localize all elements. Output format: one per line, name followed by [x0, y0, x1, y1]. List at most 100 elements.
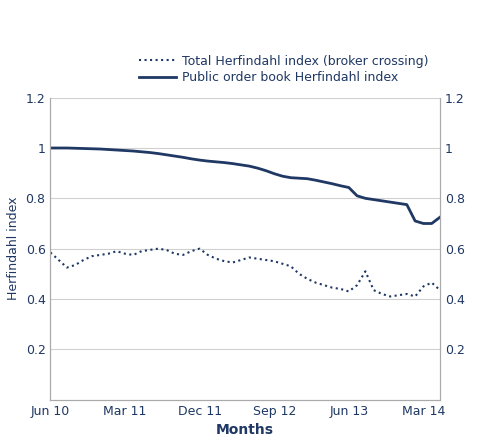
Total Herfindahl index (broker crossing) [280, 261, 285, 266]
Total Herfindahl index (broker crossing) [188, 249, 194, 254]
Public order book Herfindahl index [379, 198, 385, 203]
Public order book Herfindahl index [130, 148, 136, 154]
Public order book Herfindahl index [89, 146, 95, 151]
Public order book Herfindahl index [312, 178, 318, 183]
Public order book Herfindahl index [288, 175, 294, 180]
Total Herfindahl index (broker crossing) [271, 258, 277, 264]
Public order book Herfindahl index [188, 156, 194, 162]
Public order book Herfindahl index [172, 153, 177, 159]
Total Herfindahl index (broker crossing) [155, 246, 161, 251]
Line: Public order book Herfindahl index: Public order book Herfindahl index [50, 148, 440, 223]
Total Herfindahl index (broker crossing) [296, 271, 302, 277]
Public order book Herfindahl index [222, 160, 228, 165]
Public order book Herfindahl index [437, 214, 443, 220]
Y-axis label: Herfindahl index: Herfindahl index [7, 197, 20, 301]
Total Herfindahl index (broker crossing) [412, 294, 418, 299]
Public order book Herfindahl index [205, 159, 211, 164]
Public order book Herfindahl index [164, 152, 170, 158]
Total Herfindahl index (broker crossing) [354, 282, 360, 288]
Total Herfindahl index (broker crossing) [130, 252, 136, 258]
Total Herfindahl index (broker crossing) [304, 276, 310, 281]
Public order book Herfindahl index [80, 146, 86, 151]
Public order book Herfindahl index [280, 174, 285, 179]
Public order book Herfindahl index [329, 181, 335, 186]
Legend: Total Herfindahl index (broker crossing), Public order book Herfindahl index: Total Herfindahl index (broker crossing)… [134, 50, 434, 89]
Total Herfindahl index (broker crossing) [329, 285, 335, 290]
Total Herfindahl index (broker crossing) [164, 247, 170, 253]
Public order book Herfindahl index [396, 201, 402, 206]
Total Herfindahl index (broker crossing) [338, 286, 344, 292]
Public order book Herfindahl index [254, 166, 260, 171]
Total Herfindahl index (broker crossing) [89, 254, 95, 259]
Total Herfindahl index (broker crossing) [404, 291, 410, 297]
Total Herfindahl index (broker crossing) [106, 251, 112, 256]
Public order book Herfindahl index [412, 218, 418, 224]
Total Herfindahl index (broker crossing) [263, 258, 269, 263]
Public order book Herfindahl index [147, 150, 153, 155]
Total Herfindahl index (broker crossing) [396, 293, 402, 298]
Public order book Herfindahl index [420, 221, 426, 226]
Public order book Herfindahl index [354, 193, 360, 198]
Total Herfindahl index (broker crossing) [147, 247, 153, 253]
Total Herfindahl index (broker crossing) [180, 252, 186, 258]
Public order book Herfindahl index [97, 147, 103, 152]
Total Herfindahl index (broker crossing) [56, 258, 62, 263]
Total Herfindahl index (broker crossing) [370, 288, 376, 293]
Public order book Herfindahl index [238, 162, 244, 167]
Total Herfindahl index (broker crossing) [48, 250, 54, 255]
Total Herfindahl index (broker crossing) [379, 291, 385, 297]
Total Herfindahl index (broker crossing) [205, 252, 211, 258]
Total Herfindahl index (broker crossing) [246, 255, 252, 260]
Public order book Herfindahl index [213, 159, 219, 165]
Public order book Herfindahl index [114, 147, 119, 153]
Total Herfindahl index (broker crossing) [122, 251, 128, 256]
Total Herfindahl index (broker crossing) [238, 258, 244, 263]
Public order book Herfindahl index [196, 158, 202, 163]
Public order book Herfindahl index [362, 196, 368, 201]
Public order book Herfindahl index [404, 202, 410, 207]
Public order book Herfindahl index [271, 171, 277, 176]
Total Herfindahl index (broker crossing) [196, 246, 202, 251]
Public order book Herfindahl index [230, 161, 235, 166]
Public order book Herfindahl index [72, 146, 78, 151]
Total Herfindahl index (broker crossing) [172, 251, 177, 256]
Public order book Herfindahl index [388, 199, 394, 205]
Public order book Herfindahl index [155, 151, 161, 156]
Total Herfindahl index (broker crossing) [312, 280, 318, 285]
Public order book Herfindahl index [122, 148, 128, 153]
Public order book Herfindahl index [138, 149, 144, 155]
Total Herfindahl index (broker crossing) [72, 262, 78, 268]
Total Herfindahl index (broker crossing) [388, 294, 394, 299]
Total Herfindahl index (broker crossing) [254, 256, 260, 262]
Public order book Herfindahl index [106, 147, 112, 152]
Total Herfindahl index (broker crossing) [420, 284, 426, 289]
Public order book Herfindahl index [64, 145, 70, 151]
Public order book Herfindahl index [321, 179, 327, 185]
Public order book Herfindahl index [56, 145, 62, 151]
Total Herfindahl index (broker crossing) [428, 280, 434, 285]
Total Herfindahl index (broker crossing) [64, 265, 70, 270]
Total Herfindahl index (broker crossing) [138, 249, 144, 254]
Total Herfindahl index (broker crossing) [362, 269, 368, 274]
Public order book Herfindahl index [338, 183, 344, 188]
Total Herfindahl index (broker crossing) [288, 264, 294, 269]
Line: Total Herfindahl index (broker crossing): Total Herfindahl index (broker crossing) [50, 249, 440, 297]
Public order book Herfindahl index [180, 155, 186, 160]
Total Herfindahl index (broker crossing) [97, 252, 103, 258]
Total Herfindahl index (broker crossing) [437, 288, 443, 293]
Total Herfindahl index (broker crossing) [346, 289, 352, 294]
Public order book Herfindahl index [263, 168, 269, 173]
Public order book Herfindahl index [428, 221, 434, 226]
Total Herfindahl index (broker crossing) [114, 249, 119, 254]
Total Herfindahl index (broker crossing) [230, 260, 235, 265]
Public order book Herfindahl index [370, 197, 376, 202]
X-axis label: Months: Months [216, 423, 274, 437]
Public order book Herfindahl index [48, 145, 54, 151]
Total Herfindahl index (broker crossing) [222, 258, 228, 264]
Total Herfindahl index (broker crossing) [213, 256, 219, 262]
Public order book Herfindahl index [304, 176, 310, 181]
Public order book Herfindahl index [296, 175, 302, 181]
Public order book Herfindahl index [246, 163, 252, 169]
Public order book Herfindahl index [346, 185, 352, 190]
Total Herfindahl index (broker crossing) [80, 258, 86, 263]
